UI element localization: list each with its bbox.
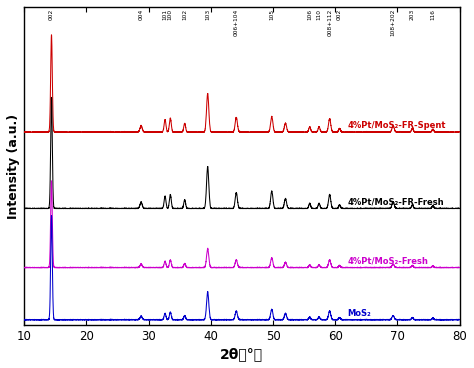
Text: 4%Pt/MoS₂-Fresh: 4%Pt/MoS₂-Fresh [347, 256, 428, 266]
Text: 106: 106 [307, 9, 312, 20]
Text: 110: 110 [317, 9, 321, 20]
Text: 004: 004 [138, 9, 144, 20]
Text: 4%Pt/MoS₂-FR-Fresh: 4%Pt/MoS₂-FR-Fresh [347, 198, 444, 206]
Text: 101: 101 [163, 9, 167, 20]
Text: 002: 002 [49, 9, 54, 20]
X-axis label: 2θ（°）: 2θ（°） [220, 347, 264, 361]
Text: 102: 102 [182, 9, 187, 20]
Text: 105: 105 [269, 9, 274, 20]
Text: 103: 103 [205, 9, 210, 20]
Text: 008+112: 008+112 [327, 9, 332, 36]
Y-axis label: Intensity (a.u.): Intensity (a.u.) [7, 113, 20, 219]
Text: 002: 002 [337, 9, 342, 20]
Text: 100: 100 [168, 9, 173, 20]
Text: MoS₂: MoS₂ [347, 309, 372, 318]
Text: 203: 203 [410, 9, 415, 20]
Text: 4%Pt/MoS₂-FR-Spent: 4%Pt/MoS₂-FR-Spent [347, 121, 446, 130]
Text: 108+202: 108+202 [391, 9, 396, 36]
Text: 006+104: 006+104 [234, 9, 239, 36]
Text: 116: 116 [430, 9, 436, 20]
